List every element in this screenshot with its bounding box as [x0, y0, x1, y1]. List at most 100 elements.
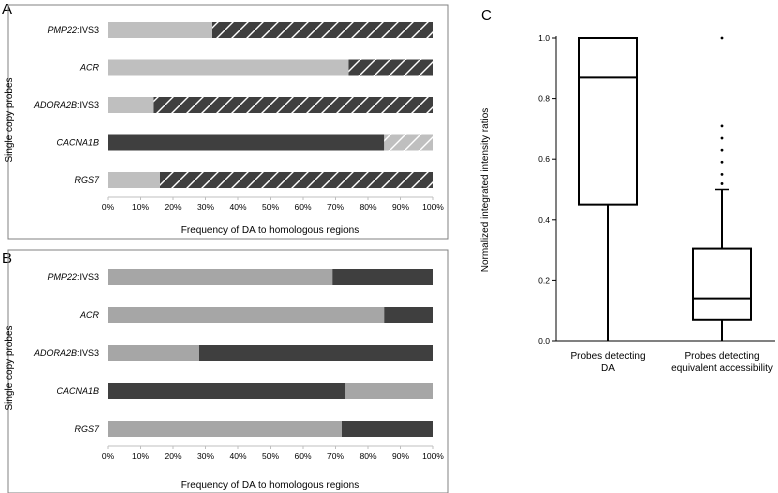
y-tick-label: 0.6	[538, 154, 550, 164]
bar-hatch	[348, 59, 433, 76]
bar-hatch	[212, 22, 433, 38]
category-gene: ADORA2B	[33, 348, 77, 358]
bar-segment	[345, 383, 433, 399]
panel-b-x-ticks: 0% 10% 20% 30% 40% 50% 60% 70% 80% 90% 100%	[102, 445, 444, 461]
bar-hatch	[384, 134, 433, 151]
x-tick-label: 20%	[164, 202, 181, 212]
category-label: RGS7	[74, 424, 100, 434]
outlier-point	[720, 172, 724, 176]
x-tick-label: 80%	[359, 451, 376, 461]
panel-a: A Single copy probes PMP22:IVS3ACRADORA2…	[2, 1, 449, 240]
category-suffix: :IVS3	[77, 272, 99, 282]
panel-a-ylabel: Single copy probes	[4, 77, 15, 162]
bar-segment	[199, 345, 433, 361]
box-label: Probes detecting	[570, 351, 645, 362]
panel-b-ylabel: Single copy probes	[4, 325, 15, 410]
x-tick-label: 40%	[229, 202, 246, 212]
bar-hatch	[153, 97, 433, 113]
category-label: CACNA1B	[56, 138, 99, 148]
y-tick-label: 0.0	[538, 336, 550, 346]
category-gene: PMP22	[47, 25, 77, 35]
outlier-point	[720, 136, 724, 140]
category-gene: CACNA1B	[56, 386, 99, 396]
bar-segment	[108, 22, 212, 38]
category-label: PMP22:IVS3	[47, 272, 99, 282]
x-tick-label: 90%	[392, 202, 409, 212]
panel-b: B Single copy probes PMP22:IVS3 ACR ADORA2…	[2, 249, 449, 493]
x-tick-label: 20%	[164, 451, 181, 461]
panel-a-frame	[7, 4, 449, 240]
x-tick-label: 30%	[197, 202, 214, 212]
box-1	[578, 37, 638, 341]
category-suffix: :IVS3	[77, 25, 99, 35]
category-gene: RGS7	[74, 175, 100, 185]
outlier-point	[720, 124, 724, 128]
outlier-point	[720, 148, 724, 152]
category-label: RGS7	[74, 175, 100, 185]
panel-a-letter: A	[2, 1, 12, 18]
category-label: ACR	[79, 63, 100, 73]
y-tick-label: 0.2	[538, 275, 550, 285]
panel-b-frame	[7, 249, 449, 493]
x-tick-label: 50%	[262, 202, 279, 212]
y-tick-label: 1.0	[538, 33, 550, 43]
x-tick-label: 10%	[132, 451, 149, 461]
bar-segment	[108, 345, 199, 361]
panel-c-axes: 0.0 0.2 0.4 0.6 0.8 1.0	[538, 33, 775, 346]
panel-c-boxes	[578, 36, 752, 341]
bar-segment	[108, 383, 346, 399]
x-tick-label: 60%	[294, 451, 311, 461]
category-gene: PMP22	[47, 272, 77, 282]
bar-segment	[108, 97, 154, 113]
bar-segment	[108, 172, 160, 188]
x-tick-label: 80%	[359, 202, 376, 212]
category-label: ADORA2B:IVS3	[33, 348, 99, 358]
category-label: PMP22:IVS3	[47, 25, 99, 35]
y-tick-label: 0.8	[538, 94, 550, 104]
category-label: ADORA2B:IVS3	[33, 100, 99, 110]
bar-segment	[108, 59, 349, 76]
box-iqr	[578, 37, 638, 206]
box-label: DA	[601, 363, 615, 374]
box-label: equivalent accessibility	[671, 363, 773, 374]
category-suffix: :IVS3	[77, 100, 99, 110]
x-tick-label: 90%	[392, 451, 409, 461]
box-iqr	[692, 247, 752, 321]
category-label: CACNA1B	[56, 386, 99, 396]
bar-segment	[108, 421, 342, 437]
category-gene: ACR	[79, 310, 100, 320]
panel-c: C Normalized integrated intensity ratios…	[480, 7, 775, 374]
panel-a-bars	[108, 22, 433, 188]
x-tick-label: 100%	[422, 451, 444, 461]
bar-segment	[332, 269, 433, 285]
panel-b-letter: B	[2, 250, 12, 267]
y-tick-label: 0.4	[538, 215, 550, 225]
panel-b-xlabel: Frequency of DA to homologous regions	[181, 480, 359, 491]
x-tick-label: 60%	[294, 202, 311, 212]
panel-a-x-ticks: 0% 10% 20% 30% 40% 50% 60% 70% 80% 90% 100%	[102, 196, 444, 212]
panel-a-xlabel: Frequency of DA to homologous regions	[181, 225, 359, 236]
outlier-point	[720, 160, 724, 164]
x-tick-label: 10%	[132, 202, 149, 212]
x-tick-label: 30%	[197, 451, 214, 461]
outlier-point	[720, 182, 724, 185]
x-tick-label: 70%	[327, 451, 344, 461]
panel-c-letter: C	[481, 7, 492, 24]
bar-hatch	[160, 172, 433, 188]
category-gene: CACNA1B	[56, 138, 99, 148]
x-tick-label: 100%	[422, 202, 444, 212]
outlier-point	[720, 36, 724, 40]
bar-segment	[108, 134, 385, 151]
category-gene: ADORA2B	[33, 100, 77, 110]
x-tick-label: 0%	[102, 202, 115, 212]
x-tick-label: 40%	[229, 451, 246, 461]
panel-b-bars	[108, 269, 433, 437]
bar-segment	[108, 269, 333, 285]
bar-segment	[108, 307, 385, 323]
box-label: Probes detecting	[684, 351, 759, 362]
x-tick-label: 70%	[327, 202, 344, 212]
